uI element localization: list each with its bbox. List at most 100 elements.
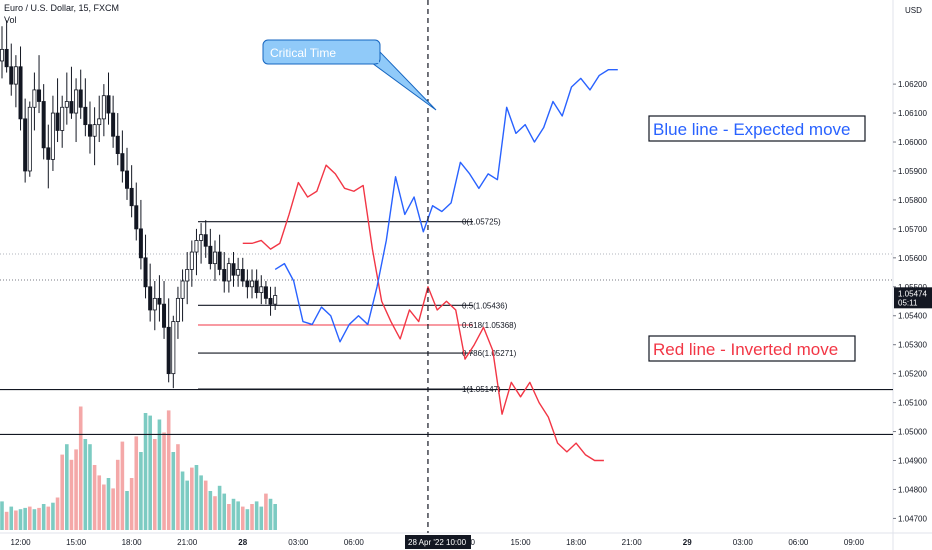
- candle-body: [254, 280, 259, 293]
- candle: [189, 240, 194, 287]
- candle-body: [245, 280, 250, 288]
- volume-bar: [245, 509, 250, 530]
- candle: [120, 130, 125, 183]
- candle: [180, 269, 185, 322]
- time-tick-label: 12:00: [11, 538, 32, 547]
- candle: [97, 95, 102, 143]
- candle-body: [101, 95, 106, 120]
- candle: [50, 95, 55, 171]
- candle: [74, 78, 79, 143]
- crosshair-time-badge: 28 Apr '22 10:00: [405, 535, 471, 549]
- volume-bar: [41, 504, 46, 530]
- candle-body: [157, 297, 162, 305]
- candle-body: [55, 112, 60, 131]
- volume-bar: [264, 493, 268, 530]
- candle: [41, 84, 46, 160]
- volume-bar: [259, 506, 264, 530]
- volume-bar: [254, 501, 259, 530]
- volume-bar: [199, 475, 203, 530]
- time-axis-ticks: 12:0015:0018:0021:002803:0006:0012:0015:…: [11, 538, 865, 547]
- candle: [83, 78, 88, 137]
- candle: [259, 275, 264, 305]
- price-axis-bg: [893, 0, 932, 550]
- volume-bar: [14, 510, 18, 530]
- candle: [263, 281, 268, 305]
- candle: [23, 98, 28, 183]
- crosshair-time-bg: [405, 535, 471, 549]
- volume-bar: [129, 478, 134, 530]
- candle: [46, 124, 51, 189]
- candle-body: [50, 112, 55, 160]
- price-tick-label: 1.05900: [898, 167, 927, 176]
- candle-body: [175, 297, 180, 322]
- volume-bar: [217, 485, 222, 530]
- fib-retracement[interactable]: 0(1.05725) 0.5(1.05436) 0.618(1.05368) 0.78…: [198, 218, 517, 394]
- volume-bar: [65, 444, 69, 530]
- candle-body: [134, 205, 139, 230]
- volume-bar: [176, 444, 180, 530]
- candle: [13, 55, 18, 108]
- candle: [236, 257, 241, 287]
- candle: [185, 252, 190, 305]
- candle: [148, 263, 153, 322]
- time-tick-label: 09:00: [844, 538, 865, 547]
- candle: [92, 107, 97, 166]
- volume-bar: [92, 465, 97, 530]
- candle: [60, 95, 65, 148]
- candle-body: [212, 251, 217, 265]
- candle-body: [189, 251, 194, 270]
- candle: [4, 20, 9, 73]
- blue-line-label: Blue line - Expected move: [653, 120, 851, 139]
- time-tick-label: 21:00: [622, 538, 643, 547]
- candle: [203, 220, 208, 258]
- volume-bar: [55, 497, 60, 530]
- volume-bar: [32, 509, 37, 530]
- volume-bar: [74, 449, 78, 530]
- crosshair-time-label: 28 Apr '22 10:00: [408, 538, 467, 547]
- price-tick-label: 1.05600: [898, 254, 927, 263]
- current-price-value: 1.05474: [898, 289, 927, 298]
- candle-body: [23, 118, 28, 172]
- price-tick-label: 1.05400: [898, 312, 927, 321]
- candle: [78, 69, 83, 119]
- volume-bar: [102, 484, 106, 530]
- price-tick-label: 1.05300: [898, 341, 927, 350]
- candle: [208, 228, 213, 270]
- candle: [217, 234, 222, 276]
- volume-bars: [0, 406, 277, 530]
- candle-body: [60, 106, 65, 131]
- volume-bar: [111, 488, 115, 530]
- red-line-label-box[interactable]: Red line - Inverted move: [648, 335, 856, 362]
- candle-body: [166, 326, 171, 375]
- candle-body: [78, 89, 83, 108]
- candle-body: [41, 101, 46, 149]
- candle-body: [162, 303, 167, 328]
- volume-bar: [171, 452, 176, 530]
- candle-body: [259, 286, 264, 293]
- candle: [55, 78, 60, 143]
- candle-body: [148, 286, 153, 311]
- critical-time-callout[interactable]: Critical Time: [262, 39, 437, 111]
- volume-bar: [46, 506, 51, 530]
- fib-level-label: 0.5(1.05436): [462, 301, 508, 310]
- candle-body: [9, 66, 14, 85]
- price-tick-label: 1.05100: [898, 399, 927, 408]
- candle-body: [143, 257, 148, 288]
- volume-bar: [148, 415, 152, 530]
- time-tick-label: 29: [683, 538, 692, 547]
- price-tick-label: 1.04900: [898, 457, 927, 466]
- candle: [69, 66, 74, 119]
- volume-bar: [157, 419, 162, 530]
- candle: [166, 298, 171, 383]
- candle-body: [231, 263, 236, 276]
- candle-body: [0, 48, 4, 62]
- candle: [32, 72, 37, 131]
- blue-line-label-box[interactable]: Blue line - Expected move: [648, 115, 866, 142]
- candle-body: [268, 297, 273, 305]
- blue-label-frame: [648, 115, 866, 142]
- candle-body: [32, 89, 37, 108]
- volume-bar: [190, 467, 194, 530]
- candle-body: [185, 269, 190, 282]
- candle-body: [97, 118, 102, 126]
